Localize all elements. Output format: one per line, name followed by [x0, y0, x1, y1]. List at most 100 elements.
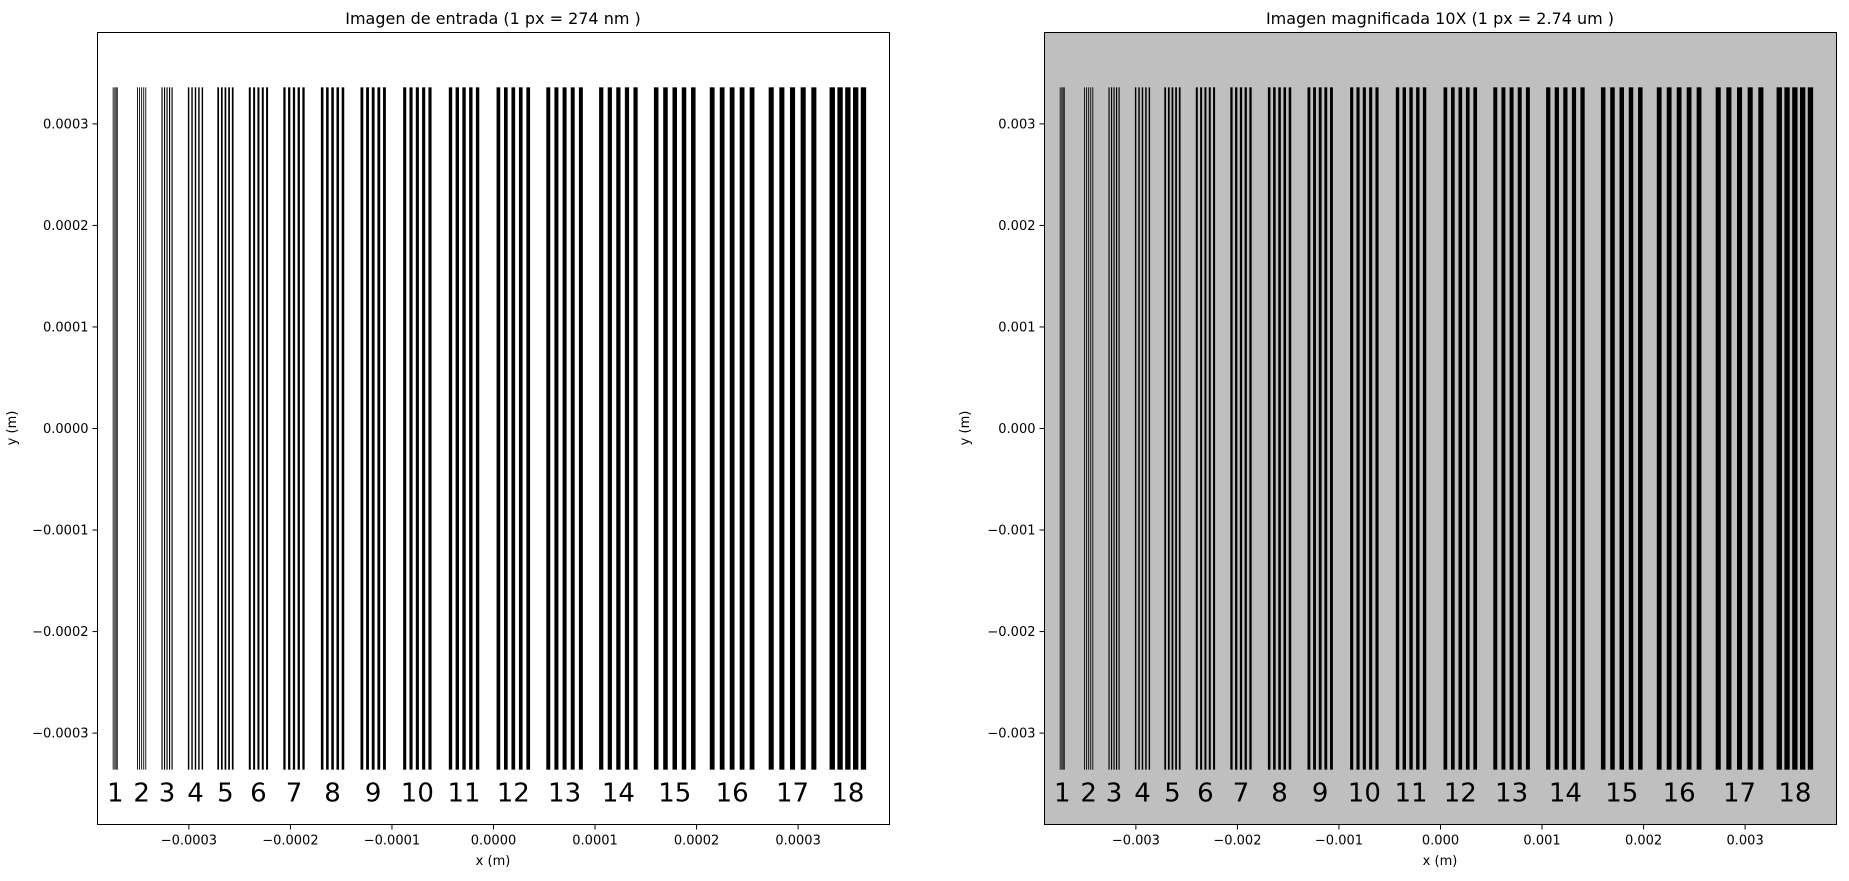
input-image-group-number-17: 17	[776, 779, 809, 809]
magnified-image-group-3-line-3	[1113, 87, 1115, 770]
magnified-image-group-13-line-1	[1493, 87, 1498, 770]
magnified-image-group-8-line-2	[1273, 87, 1276, 770]
magnified-image-group-5-line-3	[1171, 87, 1174, 770]
magnified-image-group-10-line-4	[1369, 87, 1373, 770]
magnified-image-group-16-line-2	[1666, 87, 1672, 770]
input-image-group-number-14: 14	[602, 779, 635, 809]
magnified-image-group-1-line-3	[1061, 87, 1063, 770]
magnified-image-x-tick-label: 0.002	[1625, 834, 1662, 849]
input-image-group-number-13: 13	[548, 779, 581, 809]
magnified-image-panel: Imagen magnificada 10X (1 px = 2.74 um )…	[958, 9, 1837, 869]
input-image-group-11-line-4	[469, 87, 473, 770]
magnified-image-group-1-line-5	[1064, 87, 1065, 770]
input-image-y-tick-label: 0.0000	[43, 422, 89, 437]
magnified-image-group-2-line-5	[1092, 87, 1094, 770]
input-image-x-ticks: −0.0003 −0.0002 −0.0001 0.0000 0.0001 0.0002 0…	[161, 824, 821, 849]
magnified-image-group-15-line-4	[1628, 87, 1634, 770]
magnified-image-group-8-line-1	[1267, 87, 1271, 770]
magnified-image-y-ticks: 0.003 0.002 0.001 0.000 −0.001 −0.002 −0.003	[987, 117, 1045, 742]
input-image-group-13-line-3	[562, 87, 567, 770]
input-image-group-16-line-4	[739, 87, 745, 770]
magnified-image-group-number-5: 5	[1164, 779, 1181, 809]
input-image-group-15-line-2	[663, 87, 668, 770]
input-image-group-18-line-3	[845, 87, 851, 770]
input-image-group-14-line-1	[599, 87, 604, 770]
input-image-group-11-line-1	[448, 87, 453, 770]
magnified-image-x-ticks: −0.003 −0.002 −0.001 0.000 0.001 0.002 0.003	[1112, 824, 1764, 849]
input-image-group-4-line-2	[191, 87, 193, 770]
input-image-group-10-line-3	[415, 87, 419, 770]
magnified-image-group-6-line-3	[1204, 87, 1207, 770]
input-image-group-5-line-5	[231, 87, 234, 770]
magnified-image-group-6-line-4	[1208, 87, 1211, 770]
input-image-group-14-line-3	[616, 87, 621, 770]
magnified-image-group-1-line-2	[1060, 87, 1062, 770]
input-image-y-tick-label: −0.0003	[32, 727, 88, 742]
input-image-y-tick-label: −0.0002	[32, 625, 88, 640]
input-image-y-label: y (m)	[5, 411, 20, 446]
input-image-group-6-line-3	[257, 87, 260, 770]
magnified-image-group-13-line-5	[1525, 87, 1530, 770]
magnified-image-y-tick-label: 0.002	[998, 219, 1035, 234]
input-image-group-4-line-5	[201, 87, 204, 770]
input-image-group-9-line-1	[360, 87, 364, 770]
magnified-image-group-5-line-1	[1164, 87, 1167, 770]
input-image-group-15-line-3	[672, 87, 678, 770]
input-image-group-16-line-5	[749, 87, 755, 770]
magnified-image-group-4-line-1	[1134, 87, 1137, 770]
magnified-image-group-16-line-3	[1676, 87, 1682, 770]
input-image-group-number-1: 1	[107, 779, 124, 809]
input-image-group-12-line-1	[496, 87, 501, 770]
magnified-image-group-6-line-1	[1195, 87, 1198, 770]
magnified-image-group-7-line-1	[1230, 87, 1233, 770]
input-image-group-number-16: 16	[716, 779, 749, 809]
input-image-group-2-line-5	[145, 87, 147, 770]
magnified-image-group-number-12: 12	[1444, 779, 1477, 809]
magnified-image-group-12-line-1	[1443, 87, 1448, 770]
input-image-group-1-line-1	[112, 87, 114, 770]
input-image-group-8-line-2	[326, 87, 329, 770]
input-image-group-6-line-4	[261, 87, 264, 770]
magnified-image-group-number-9: 9	[1312, 779, 1329, 809]
input-image-group-18-line-5	[860, 87, 867, 770]
input-image-group-18-line-4	[852, 87, 859, 770]
input-image-y-tick-label: 0.0003	[43, 117, 89, 132]
magnified-image-group-15-line-3	[1619, 87, 1625, 770]
magnified-image-group-15-line-1	[1600, 87, 1606, 770]
input-image-group-7-line-3	[292, 87, 296, 770]
input-image-group-16-line-2	[719, 87, 725, 770]
magnified-image-group-10-line-3	[1362, 87, 1366, 770]
input-image-group-15-line-1	[653, 87, 659, 770]
magnified-image-x-tick-label: −0.001	[1315, 834, 1363, 849]
magnified-image-group-10-line-1	[1350, 87, 1354, 770]
input-image-group-6-line-1	[248, 87, 251, 770]
magnified-image-group-18-line-5	[1807, 87, 1814, 770]
input-image-group-5-line-1	[217, 87, 220, 770]
input-image-group-12-line-3	[511, 87, 516, 770]
input-image-group-number-4: 4	[187, 779, 204, 809]
magnified-image-group-number-18: 18	[1778, 779, 1811, 809]
input-image-bars	[112, 87, 867, 770]
input-image-group-14-line-5	[633, 87, 638, 770]
input-image-title: Imagen de entrada (1 px = 274 nm )	[345, 9, 641, 28]
input-image-group-number-9: 9	[365, 779, 382, 809]
input-image-group-11-line-3	[462, 87, 466, 770]
input-image-x-tick-label: 0.0000	[471, 834, 517, 849]
magnified-image-group-16-line-5	[1696, 87, 1702, 770]
input-image-group-9-line-3	[371, 87, 375, 770]
magnified-image-group-number-10: 10	[1348, 779, 1381, 809]
input-image-group-number-7: 7	[286, 779, 303, 809]
input-image-group-9-line-2	[366, 87, 369, 770]
magnified-image-group-2-line-2	[1086, 87, 1088, 770]
magnified-image-x-tick-label: −0.003	[1112, 834, 1160, 849]
input-image-x-tick-label: 0.0001	[572, 834, 618, 849]
input-image-y-tick-label: 0.0001	[43, 320, 89, 335]
magnified-image-group-9-line-4	[1324, 87, 1328, 770]
magnified-image-group-14-line-5	[1580, 87, 1585, 770]
input-image-group-6-line-5	[266, 87, 269, 770]
magnified-image-group-numbers: 1 2 3 4 5 6 7 8 9 10 11 12 13 14 15 16 17 18	[1054, 779, 1811, 809]
magnified-image-group-4-line-4	[1145, 87, 1147, 770]
magnified-image-group-9-line-1	[1307, 87, 1311, 770]
